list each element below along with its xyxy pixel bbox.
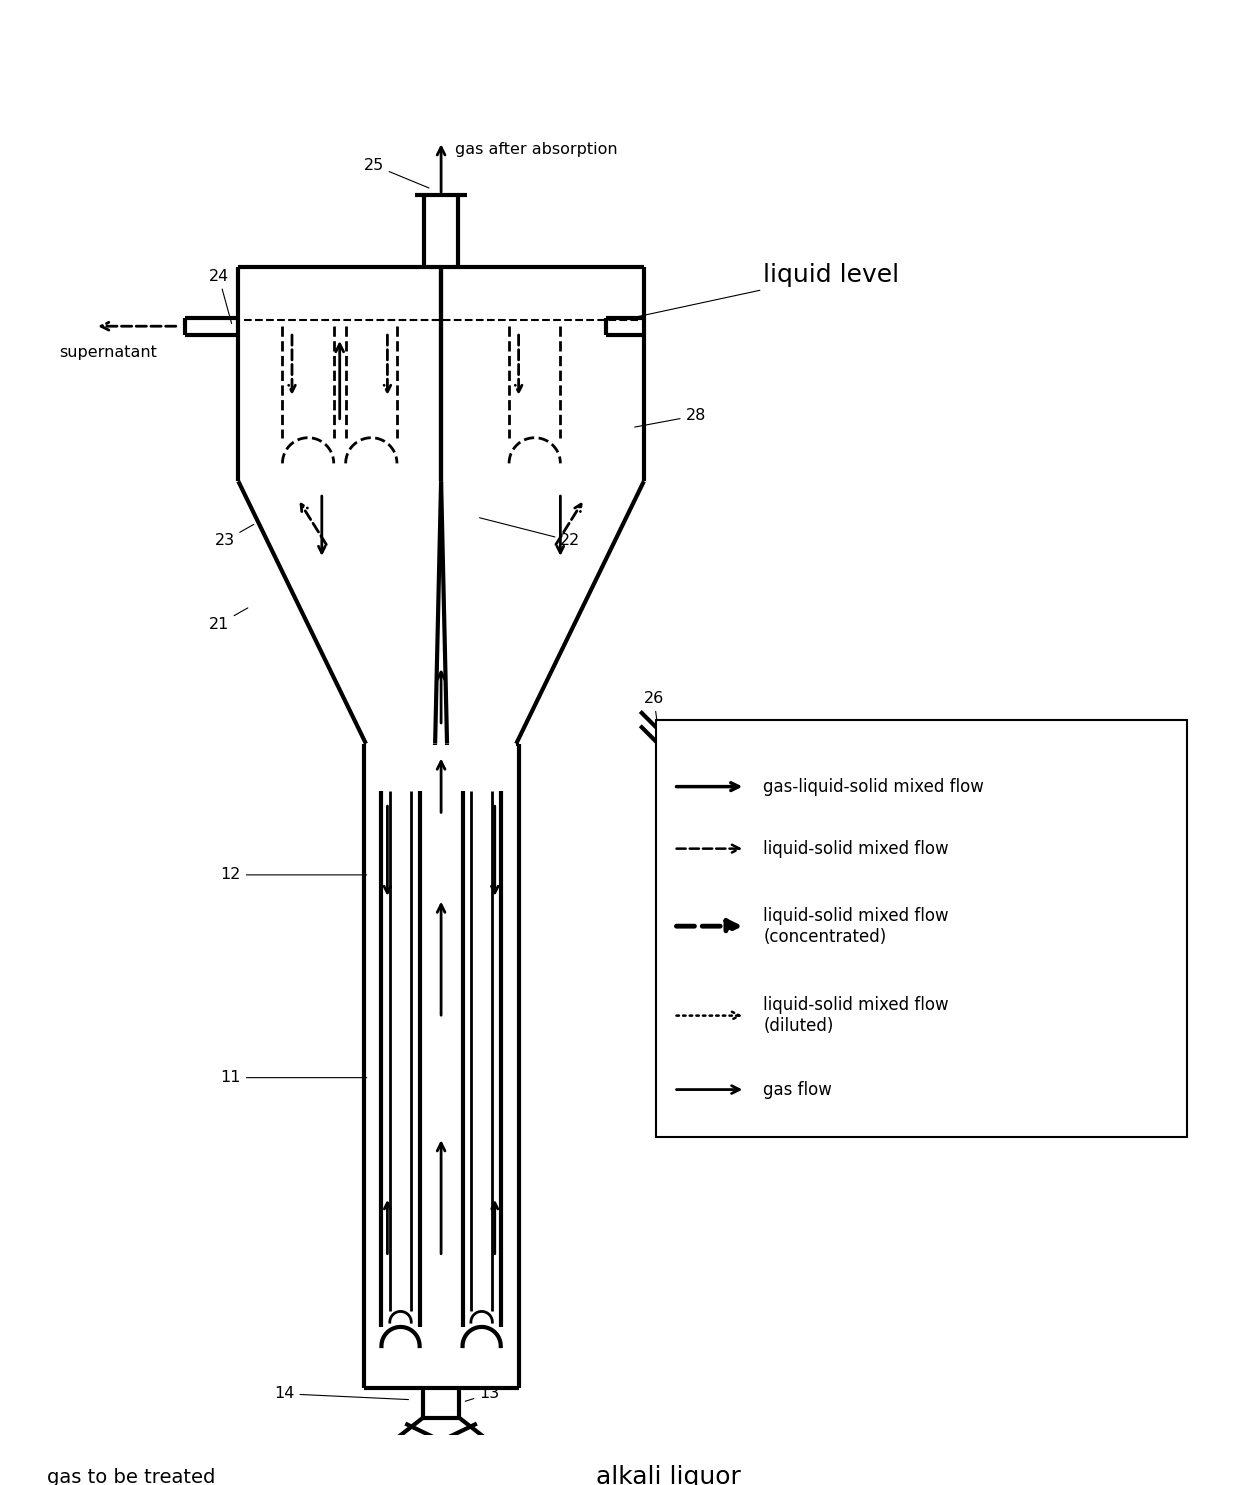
Text: gas to be treated: gas to be treated (47, 1467, 216, 1485)
Text: 25: 25 (363, 157, 429, 189)
Text: 23: 23 (215, 524, 254, 548)
Text: liquid-solid mixed flow
(diluted): liquid-solid mixed flow (diluted) (763, 996, 949, 1035)
Text: gas-liquid-solid mixed flow: gas-liquid-solid mixed flow (763, 778, 985, 796)
Text: 24: 24 (208, 269, 232, 324)
Text: liquid level: liquid level (635, 263, 899, 318)
Text: liquid-solid mixed flow: liquid-solid mixed flow (763, 839, 949, 858)
Text: 26: 26 (644, 691, 665, 756)
Text: 11: 11 (221, 1071, 367, 1086)
Text: gas after absorption: gas after absorption (455, 143, 618, 157)
Text: 12: 12 (221, 867, 367, 882)
Text: 28: 28 (635, 408, 706, 428)
Text: 13: 13 (465, 1386, 500, 1402)
Text: carbonate concentrated liquor: carbonate concentrated liquor (662, 720, 1042, 744)
Text: 21: 21 (208, 607, 248, 633)
Bar (656, 720, 1187, 1138)
Text: alkali liquor: alkali liquor (596, 1466, 742, 1485)
Text: gas flow: gas flow (763, 1081, 832, 1099)
Text: 22: 22 (480, 518, 580, 548)
Text: liquid-solid mixed flow
(concentrated): liquid-solid mixed flow (concentrated) (763, 907, 949, 946)
Text: 14: 14 (274, 1386, 408, 1402)
Text: supernatant: supernatant (60, 345, 157, 359)
